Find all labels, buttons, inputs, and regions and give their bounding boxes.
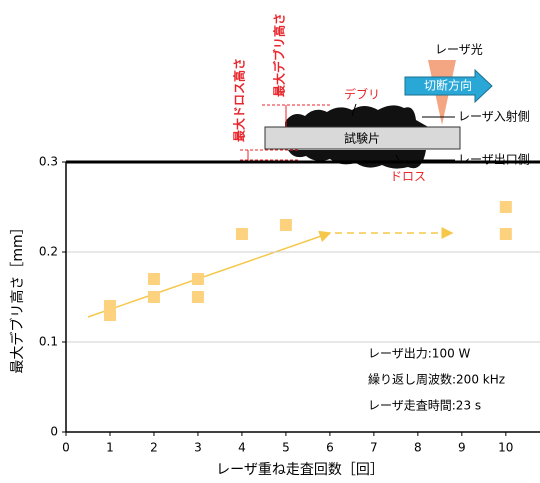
point: [104, 309, 116, 321]
point: [192, 273, 204, 285]
diagram-label: レーザ出口側: [458, 153, 530, 167]
chart: 最大デブリ高さ 最大ドロス高さ デブリ レーザ光 切断方向 レーザ入射側 試験片…: [0, 0, 540, 483]
debris-shape: [285, 105, 430, 128]
diagram-label: レーザ入射側: [458, 109, 530, 124]
point: [192, 291, 204, 303]
x-tick-label: 7: [370, 441, 378, 455]
point: [148, 273, 160, 285]
point: [500, 201, 512, 213]
x-tick-label: 2: [150, 441, 158, 455]
dross-shape: [288, 150, 426, 169]
diagram-label: 最大ドロス高さ: [232, 58, 247, 142]
point: [236, 228, 248, 240]
x-tick-label: 0: [62, 441, 70, 455]
diagram-label: デブリ: [344, 87, 380, 102]
diagram-label: ドロス: [390, 170, 426, 184]
annotation: レーザ走査時間:23 s: [368, 399, 481, 413]
x-tick-label: 1: [106, 441, 114, 455]
x-tick-label: 6: [326, 441, 334, 455]
annotation: レーザ出力:100 W: [368, 347, 471, 361]
point: [500, 228, 512, 240]
y-tick-label: 0.1: [39, 335, 58, 349]
diagram-label: 試験片: [344, 131, 380, 146]
x-tick-label: 5: [282, 441, 290, 455]
x-tick-label: 3: [194, 441, 202, 455]
diagram-label: レーザ光: [435, 43, 483, 57]
x-tick-label: 8: [414, 441, 422, 455]
point: [280, 219, 292, 231]
x-tick-label: 4: [238, 441, 246, 455]
diagram-label: 最大デブリ高さ: [272, 13, 287, 97]
x-tick-label: 10: [498, 441, 513, 455]
trend-arrow: [88, 233, 330, 317]
y-tick-label: 0.2: [39, 245, 58, 259]
annotation: 繰り返し周波数:200 kHz: [368, 372, 505, 387]
diagram-label: 切断方向: [424, 78, 472, 93]
point: [148, 291, 160, 303]
x-tick-label: 9: [458, 441, 466, 455]
y-tick-label: 0: [50, 425, 58, 439]
y-axis-title: 最大デブリ高さ［mm］: [9, 220, 26, 373]
x-axis-title: レーザ重ね走査回数［回］: [216, 462, 384, 478]
diagram: 最大デブリ高さ 最大ドロス高さ デブリ レーザ光 切断方向 レーザ入射側 試験片…: [232, 13, 530, 184]
y-tick-label: 0.3: [39, 155, 58, 169]
